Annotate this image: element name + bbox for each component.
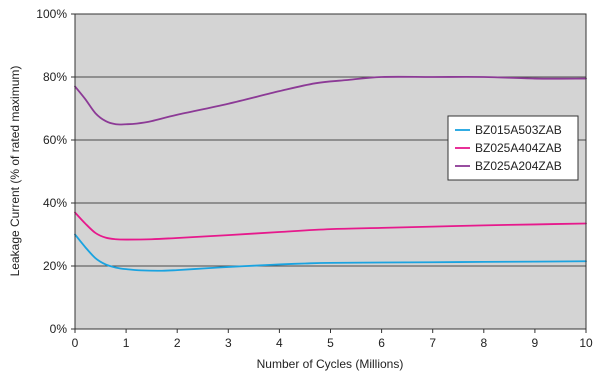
- x-tick-label: 1: [123, 336, 130, 350]
- y-tick-label: 60%: [43, 133, 67, 147]
- series-lines: [74, 75, 587, 272]
- y-axis-title: Leakage Current (% of rated maximum): [8, 66, 22, 277]
- x-tick-label: 2: [174, 336, 181, 350]
- series-line-2: [74, 211, 587, 241]
- x-tick-label: 6: [378, 336, 385, 350]
- y-tick-label: 80%: [43, 70, 67, 84]
- series-line-3: [74, 75, 587, 126]
- x-tick-label: 8: [480, 336, 487, 350]
- y-tick-label: 100%: [36, 7, 67, 21]
- series-line-1: [74, 233, 587, 272]
- y-tick-label: 40%: [43, 196, 67, 210]
- x-tick-label: 5: [327, 336, 334, 350]
- x-tick-label: 7: [429, 336, 436, 350]
- y-axis-ticks: 0% 20% 40% 60% 80% 100%: [36, 7, 75, 336]
- legend-label-3: BZ025A204ZAB: [475, 159, 562, 173]
- legend-label-2: BZ025A404ZAB: [475, 141, 562, 155]
- y-tick-label: 20%: [43, 259, 67, 273]
- legend-items: BZ015A503ZAB BZ025A404ZAB BZ025A204ZAB: [455, 123, 562, 173]
- y-tick-label: 0%: [50, 322, 68, 336]
- legend: BZ015A503ZAB BZ025A404ZAB BZ025A204ZAB: [447, 115, 579, 181]
- x-tick-label: 10: [579, 336, 593, 350]
- x-axis-ticks: 0 1 2 3 4 5 6 7 8 9 10: [72, 329, 593, 350]
- x-tick-label: 9: [532, 336, 539, 350]
- x-axis-title: Number of Cycles (Millions): [257, 357, 404, 371]
- x-tick-label: 3: [225, 336, 232, 350]
- x-tick-label: 4: [276, 336, 283, 350]
- x-tick-label: 0: [72, 336, 79, 350]
- legend-label-1: BZ015A503ZAB: [475, 123, 562, 137]
